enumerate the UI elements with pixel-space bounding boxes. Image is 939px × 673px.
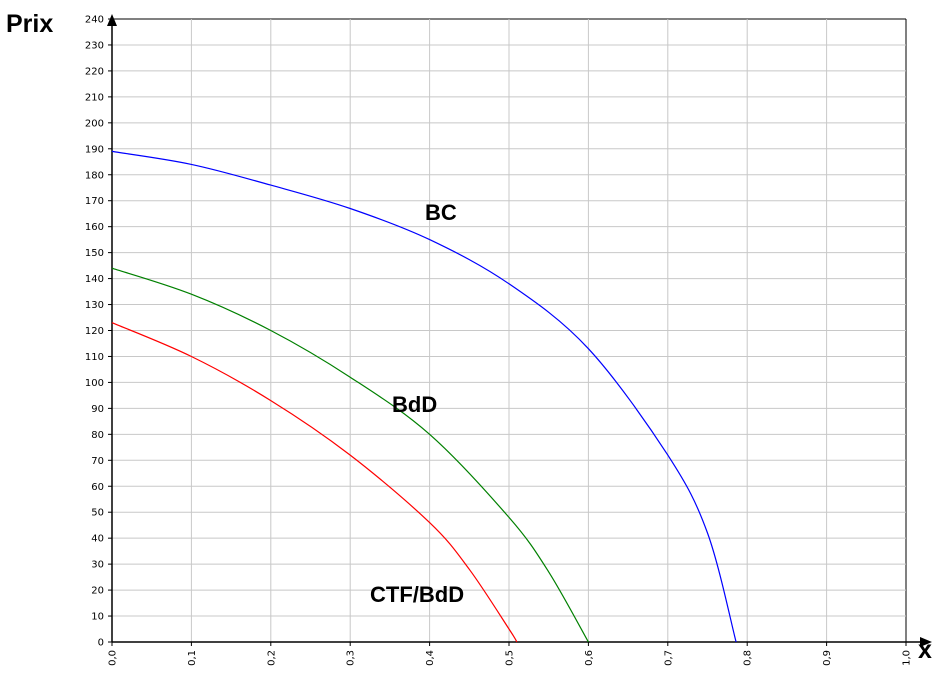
series-line-ctf-bdd — [111, 322, 518, 643]
y-axis-arrow — [107, 14, 117, 26]
y-tick-label: 160 — [85, 222, 104, 233]
y-tick-label: 110 — [85, 352, 104, 363]
y-tick-label: 20 — [91, 586, 104, 597]
y-tick-label: 230 — [85, 40, 104, 51]
x-axis-title: x — [918, 636, 932, 664]
y-tick-label: 40 — [91, 534, 104, 545]
series-label-ctf-bdd: CTF/BdD — [370, 582, 464, 607]
y-tick-label: 150 — [85, 248, 104, 259]
series-lines — [111, 150, 737, 643]
y-tick-label: 120 — [85, 326, 104, 337]
y-tick-label: 90 — [91, 404, 104, 415]
x-tick-label: 0,1 — [187, 650, 198, 666]
y-tick-label: 220 — [85, 66, 104, 77]
y-tick-label: 50 — [91, 508, 104, 519]
y-tick-label: 200 — [85, 118, 104, 129]
grid — [112, 18, 907, 642]
y-tick-label: 140 — [85, 274, 104, 285]
x-tick-label: 0,3 — [346, 650, 357, 666]
x-tick-label: 0,0 — [108, 650, 119, 666]
tick-labels: 0 10 20 30 40 50 60 70 80 90 100 110 120 130 140 150 160… — [85, 15, 913, 666]
y-tick-label: 100 — [85, 378, 104, 389]
y-tick-label: 240 — [85, 15, 104, 26]
axes — [107, 14, 932, 647]
x-tick-label: 0,7 — [663, 650, 674, 666]
y-tick-label: 180 — [85, 170, 104, 181]
x-tick-label: 0,2 — [266, 650, 277, 666]
y-tick-label: 30 — [91, 560, 104, 571]
y-tick-label: 0 — [98, 638, 104, 649]
x-axis-arrow — [920, 637, 932, 647]
x-tick-label: 0,4 — [425, 650, 436, 666]
x-tick-label: 0,9 — [822, 650, 833, 666]
y-tick-label: 80 — [91, 430, 104, 441]
x-tick-label: 0,5 — [505, 650, 516, 666]
x-tick-label: 0,8 — [743, 650, 754, 666]
y-tick-label: 170 — [85, 196, 104, 207]
y-axis-title: Prix — [6, 10, 53, 38]
y-tick-label: 130 — [85, 300, 104, 311]
series-line-bc — [111, 150, 737, 643]
series-labels: BC BdD CTF/BdD — [370, 200, 464, 607]
x-tick-label: 0,6 — [584, 650, 595, 666]
y-tick-label: 210 — [85, 92, 104, 103]
y-tick-label: 190 — [85, 144, 104, 155]
series-line-bdd — [111, 267, 589, 643]
y-tick-label: 70 — [91, 456, 104, 467]
x-tick-label: 1,0 — [902, 650, 913, 666]
y-tick-label: 60 — [91, 482, 104, 493]
y-tick-label: 10 — [91, 612, 104, 623]
series-label-bc: BC — [425, 200, 457, 225]
series-label-bdd: BdD — [392, 392, 437, 417]
